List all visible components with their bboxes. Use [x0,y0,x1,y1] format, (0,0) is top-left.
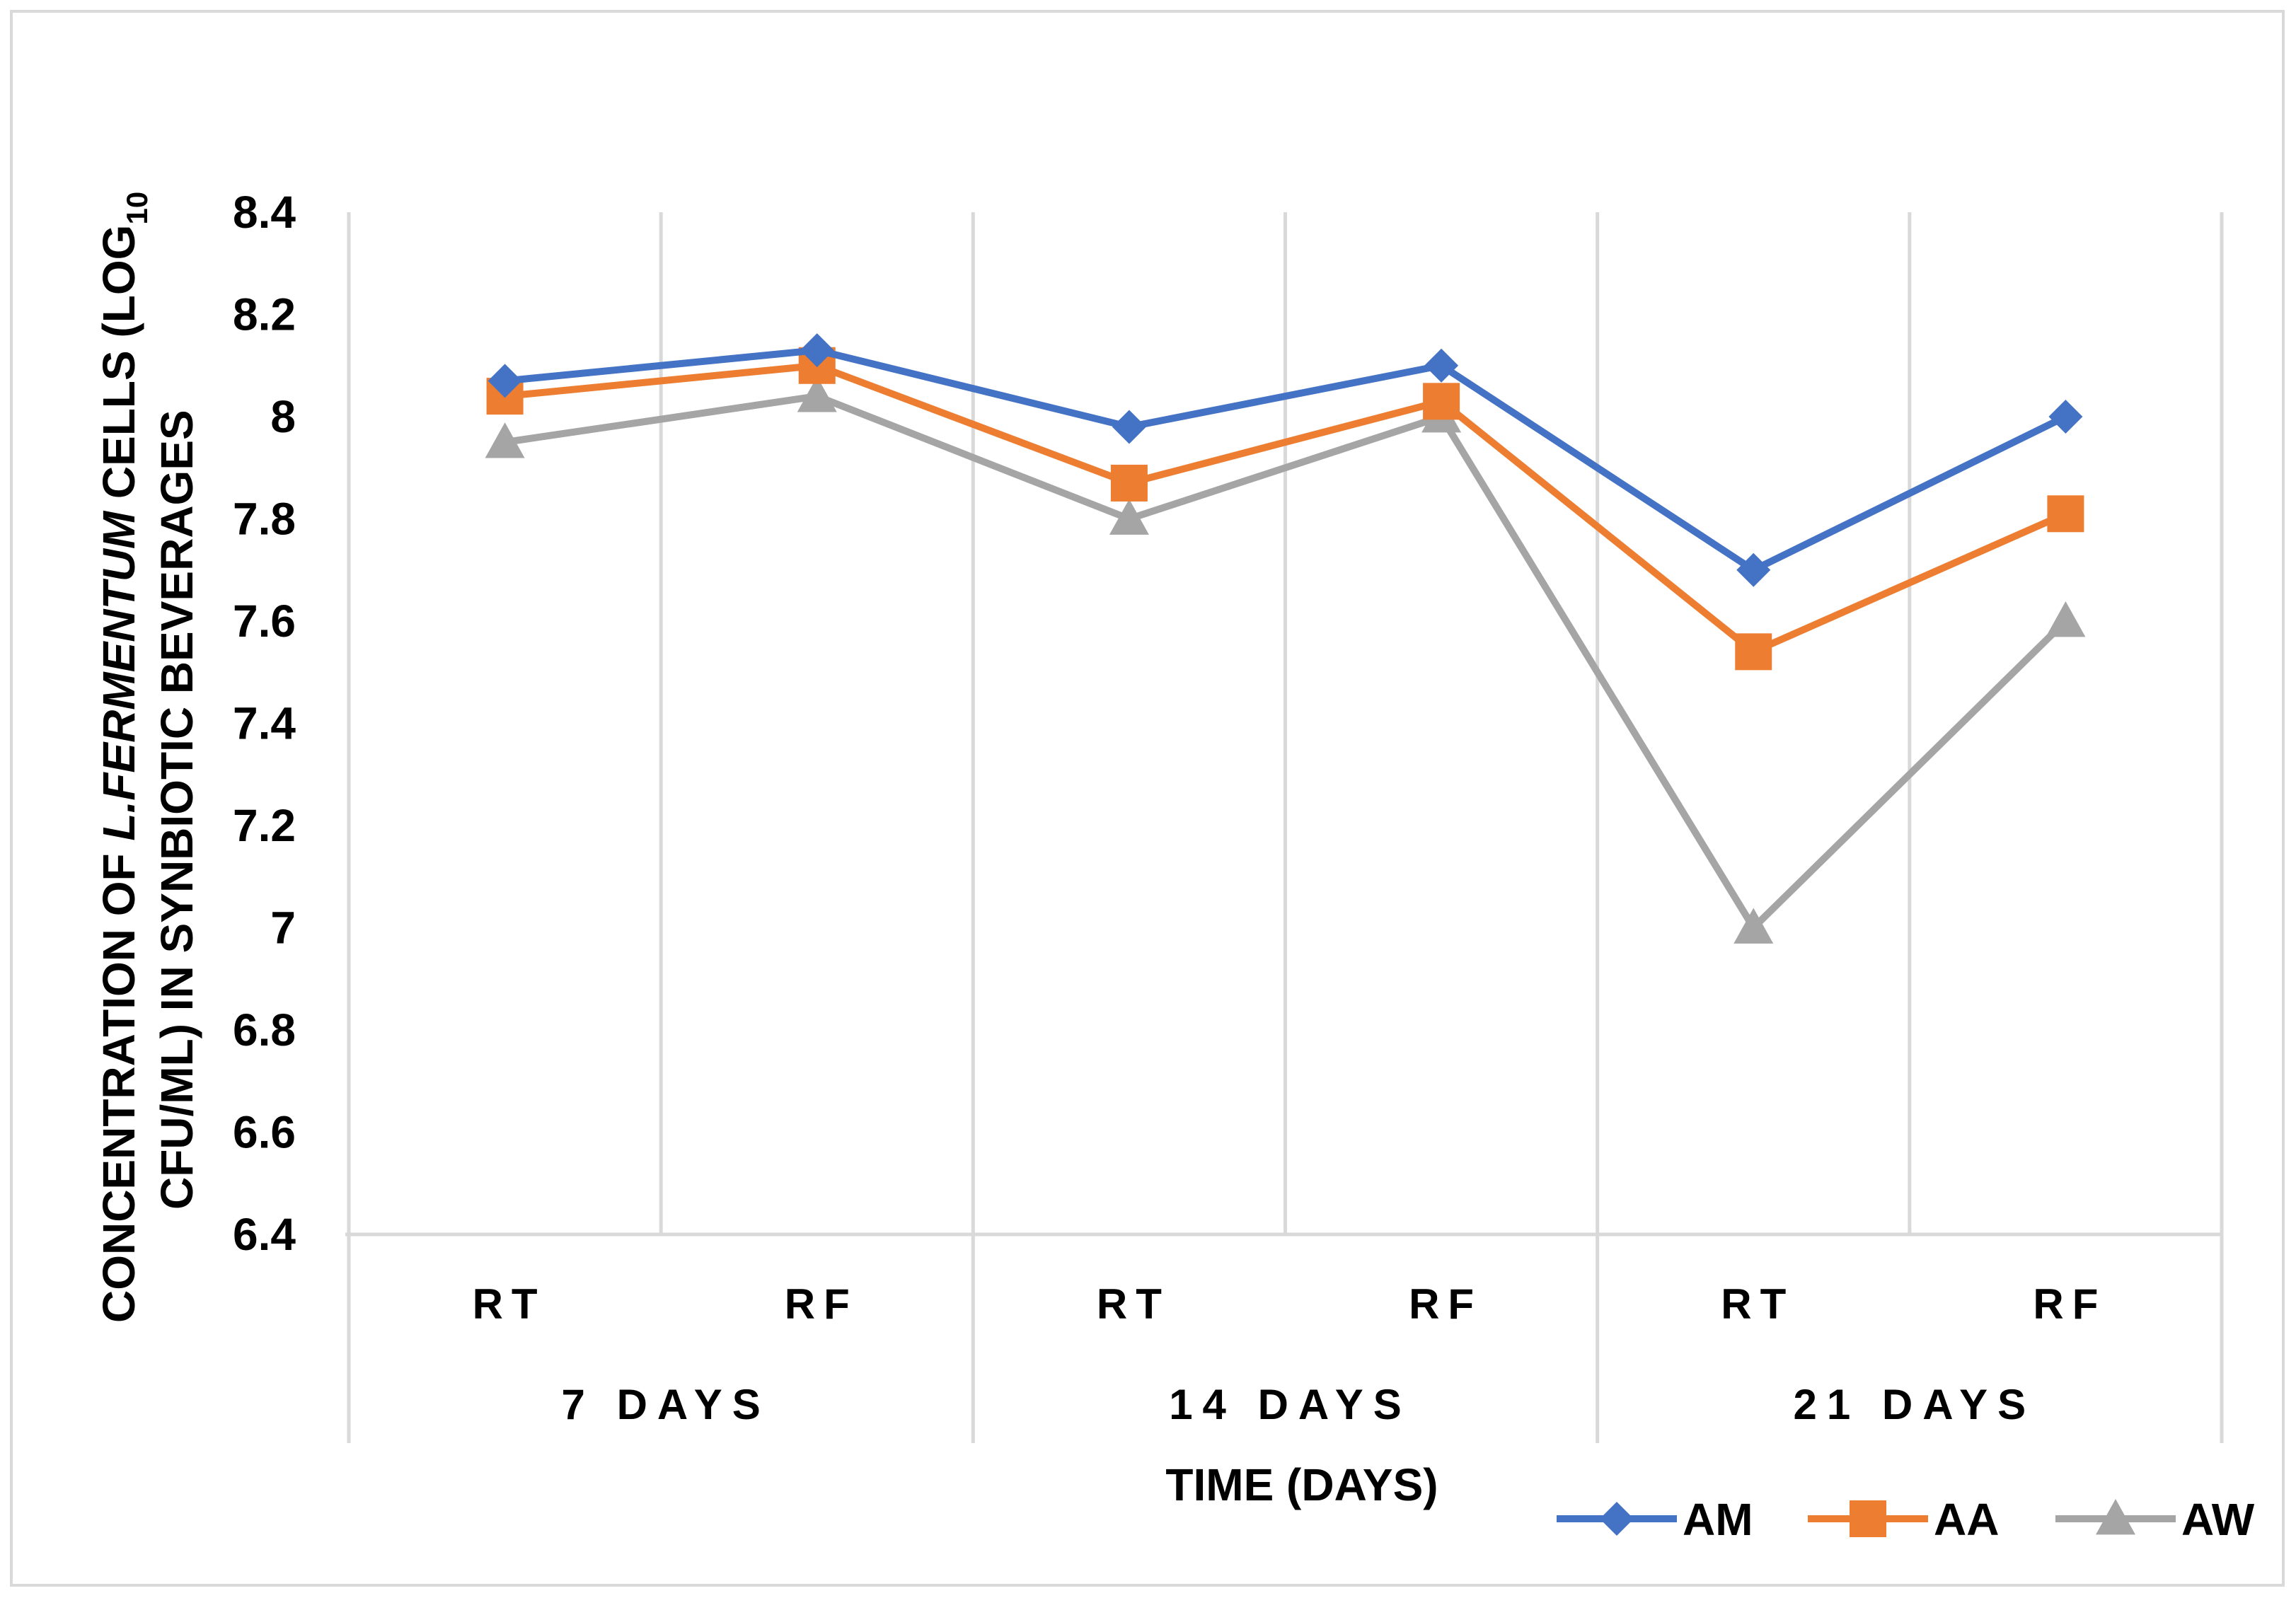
series-line [504,393,2068,932]
data-point-marker [2048,400,2083,434]
legend-marker [1600,1502,1634,1536]
legend-item-aw: AW [2055,1494,2255,1545]
y-tick-label: 8 [270,391,296,442]
y-tick-label: 7.2 [233,800,296,851]
series-line [504,361,2067,656]
data-point-marker [797,376,837,412]
data-point-marker [1735,633,1772,671]
data-point-marker [1109,499,1149,535]
legend-label: AM [1683,1494,1753,1545]
legend-marker [2096,1499,2135,1535]
data-point-marker [800,333,834,368]
data-point-marker [488,364,522,398]
data-point-marker [1110,464,1148,502]
y-tick-label: 6.8 [233,1004,296,1055]
y-tick-label: 7 [270,903,296,954]
legend-item-am: AM [1557,1494,1753,1545]
x-group-label: 7 DAYS [562,1381,771,1428]
y-axis-title: CONCENTRATION OF L.FERMENTUM CELLS (LOG1… [93,192,154,1323]
y-tick-label: 8.2 [233,289,296,340]
y-tick-label: 7.4 [233,698,296,749]
x-tick-label: RF [2033,1280,2106,1328]
legend-marker [1850,1500,1886,1537]
x-axis-title: TIME (DAYS) [1165,1459,1438,1510]
data-point-marker [1424,348,1459,383]
data-point-marker [1736,552,1771,587]
y-tick-label: 6.4 [233,1209,296,1260]
legend: AM AA AW [1557,1494,2255,1545]
data-point-marker [2046,601,2086,637]
x-tick-label: RF [785,1280,858,1328]
y-tick-label: 7.6 [233,596,296,647]
series-aw [485,376,2086,944]
y-tick-label: 8.4 [233,187,296,238]
x-tick-label: RT [1721,1280,1794,1328]
data-point-marker [485,422,525,458]
legend-label: AW [2181,1494,2255,1545]
y-axis-title-line2: CFU/ML) IN SYNBIOTIC BEVERAGES [151,410,202,1210]
chart-frame [10,10,2285,1587]
data-point-marker [1112,410,1146,444]
x-group-label: 21 DAYS [1794,1381,2036,1428]
legend-item-aa: AA [1808,1494,1999,1545]
x-axis: RT RF RT RF RT RF 7 DAYS 14 DAYS 21 DAYS [345,1232,2224,1443]
series-am [488,333,2083,587]
y-tick-label: 7.8 [233,494,296,545]
data-point-marker [1423,383,1460,420]
x-tick-label: RF [1409,1280,1482,1328]
y-axis-ticks: 6.4 6.6 6.8 7 7.2 7.4 7.6 7.8 8 8.2 8.4 [233,187,296,1260]
x-group-label: 14 DAYS [1169,1381,1412,1428]
data-point-marker [1733,908,1774,944]
legend-label: AA [1934,1494,1999,1545]
y-tick-label: 6.6 [233,1107,296,1158]
series-line [504,347,2067,574]
x-tick-label: RT [1097,1280,1170,1328]
data-point-marker [2047,495,2084,533]
series-group [485,333,2086,944]
x-tick-label: RT [473,1280,546,1328]
